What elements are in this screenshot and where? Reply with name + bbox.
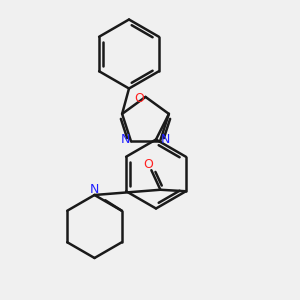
Text: N: N <box>90 183 99 196</box>
Text: O: O <box>143 158 153 171</box>
Text: O: O <box>134 92 144 105</box>
Text: N: N <box>121 133 130 146</box>
Text: N: N <box>161 134 170 146</box>
